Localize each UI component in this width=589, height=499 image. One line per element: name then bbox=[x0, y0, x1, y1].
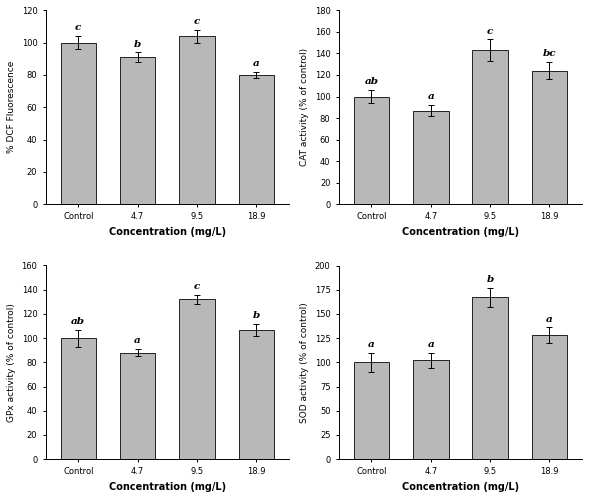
Bar bbox=[120, 57, 155, 204]
Text: a: a bbox=[134, 336, 141, 345]
Bar bbox=[353, 362, 389, 459]
Text: c: c bbox=[487, 26, 494, 35]
Text: a: a bbox=[253, 59, 260, 68]
Text: b: b bbox=[134, 39, 141, 48]
Text: c: c bbox=[194, 281, 200, 291]
Bar bbox=[179, 36, 215, 204]
Y-axis label: GPx activity (% of control): GPx activity (% of control) bbox=[7, 303, 16, 422]
Text: a: a bbox=[428, 92, 434, 101]
Bar bbox=[353, 96, 389, 204]
Bar bbox=[532, 335, 567, 459]
Text: c: c bbox=[194, 17, 200, 26]
Y-axis label: CAT activity (% of control): CAT activity (% of control) bbox=[300, 48, 309, 166]
Text: c: c bbox=[75, 23, 81, 32]
X-axis label: Concentration (mg/L): Concentration (mg/L) bbox=[402, 227, 519, 237]
Y-axis label: % DCF Fluorescence: % DCF Fluorescence bbox=[7, 61, 16, 154]
Bar bbox=[472, 50, 508, 204]
Bar bbox=[472, 297, 508, 459]
Bar bbox=[413, 360, 449, 459]
Bar bbox=[179, 299, 215, 459]
Text: b: b bbox=[253, 311, 260, 320]
Text: ab: ab bbox=[365, 77, 379, 86]
X-axis label: Concentration (mg/L): Concentration (mg/L) bbox=[109, 482, 226, 492]
X-axis label: Concentration (mg/L): Concentration (mg/L) bbox=[402, 482, 519, 492]
Bar bbox=[239, 330, 274, 459]
Bar bbox=[413, 110, 449, 204]
Bar bbox=[532, 71, 567, 204]
Text: a: a bbox=[368, 340, 375, 349]
Text: bc: bc bbox=[542, 49, 556, 58]
Bar bbox=[239, 75, 274, 204]
Bar bbox=[120, 353, 155, 459]
Text: a: a bbox=[546, 314, 553, 323]
X-axis label: Concentration (mg/L): Concentration (mg/L) bbox=[109, 227, 226, 237]
Y-axis label: SOD activity (% of control): SOD activity (% of control) bbox=[300, 302, 309, 423]
Text: ab: ab bbox=[71, 317, 85, 326]
Bar bbox=[61, 43, 96, 204]
Text: a: a bbox=[428, 340, 434, 349]
Text: b: b bbox=[487, 275, 494, 284]
Bar bbox=[61, 338, 96, 459]
